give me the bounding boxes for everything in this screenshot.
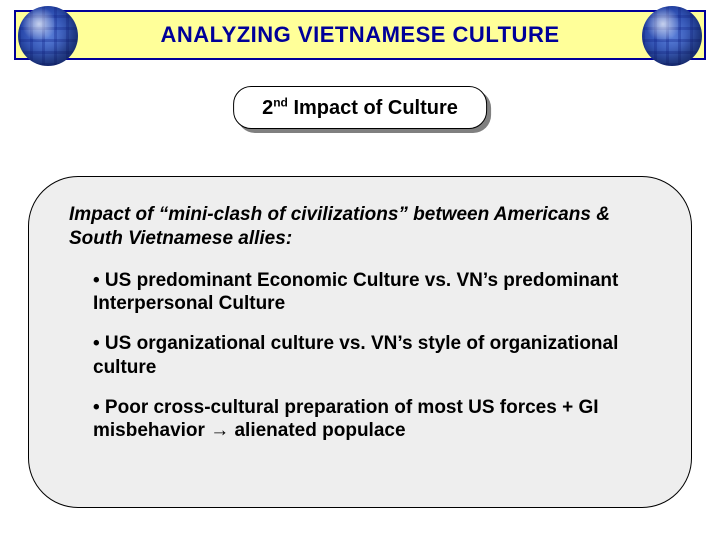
content-box: Impact of “mini-clash of civilizations” … [28,176,692,508]
bullet-item: • US predominant Economic Culture vs. VN… [93,269,651,317]
title-bar: ANALYZING VIETNAMESE CULTURE [14,10,706,60]
content-intro: Impact of “mini-clash of civilizations” … [69,203,651,251]
subtitle-text: 2nd Impact of Culture [262,97,458,119]
subtitle-ordinal: 2 [262,97,273,119]
subtitle-suffix: nd [273,95,288,109]
bullet-item: • Poor cross-cultural preparation of mos… [93,396,651,444]
title-text: ANALYZING VIETNAMESE CULTURE [160,22,559,48]
subtitle-box: 2nd Impact of Culture [233,86,487,129]
globe-icon-left [18,6,78,66]
bullet-item: • US organizational culture vs. VN’s sty… [93,332,651,380]
subtitle-rest: Impact of Culture [288,97,458,119]
globe-icon-right [642,6,702,66]
